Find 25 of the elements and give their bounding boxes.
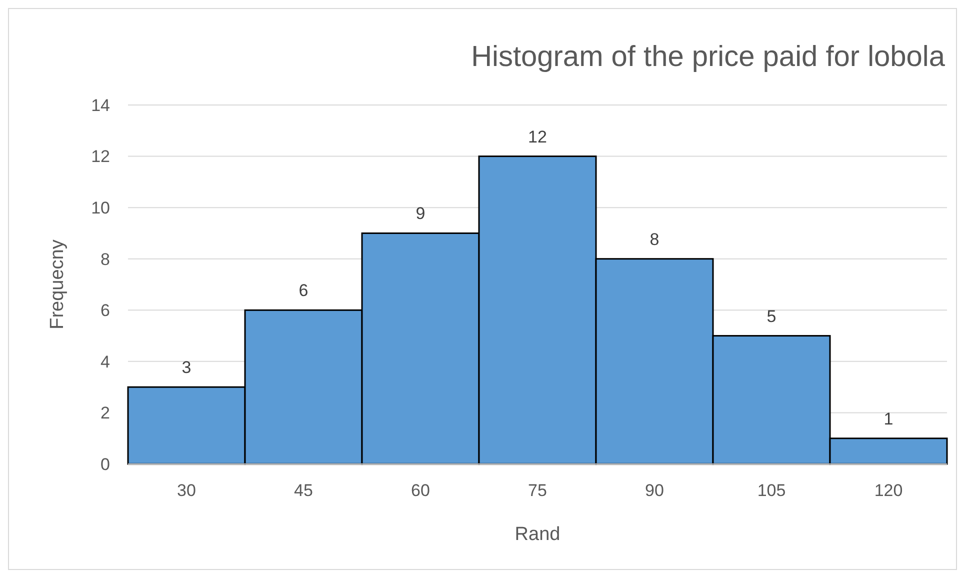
x-tick-label: 75 <box>528 481 547 500</box>
x-axis-title: Rand <box>514 524 560 545</box>
y-tick-label: 6 <box>100 301 110 320</box>
data-label: 5 <box>766 306 776 326</box>
y-tick-label: 2 <box>100 404 110 423</box>
x-tick-label: 90 <box>645 481 664 500</box>
x-tick-label: 45 <box>294 481 313 500</box>
y-tick-label: 12 <box>91 147 110 166</box>
data-label: 8 <box>650 230 660 249</box>
y-tick-label: 14 <box>91 96 110 115</box>
x-tick-label: 60 <box>411 481 430 500</box>
data-label: 9 <box>416 204 426 224</box>
y-tick-label: 10 <box>91 198 110 218</box>
y-tick-label: 4 <box>100 352 110 372</box>
y-tick-label: 8 <box>100 250 110 269</box>
data-label: 3 <box>182 358 192 378</box>
y-axis-title: Frequecny <box>47 239 68 330</box>
data-label: 12 <box>528 127 547 146</box>
x-tick-label: 120 <box>874 481 903 500</box>
x-tick-label: 105 <box>757 481 786 500</box>
x-tick-label: 30 <box>177 481 196 500</box>
chart-title: Histogram of the price paid for lobola <box>471 41 946 73</box>
data-label: 1 <box>884 409 894 428</box>
y-tick-label: 0 <box>100 454 110 474</box>
data-label: 6 <box>298 281 308 300</box>
